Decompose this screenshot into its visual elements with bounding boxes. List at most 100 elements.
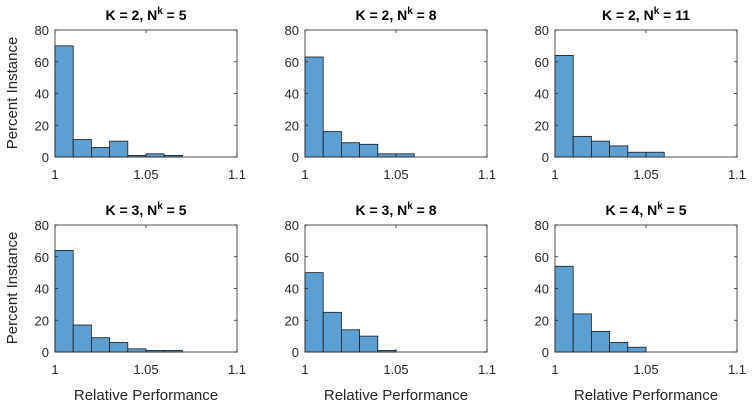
y-tick-label: 0: [42, 345, 49, 360]
histogram-bar: [145, 153, 165, 158]
y-tick-label: 0: [42, 150, 49, 165]
panel-title: K = 3, Nk = 5: [105, 201, 186, 218]
histogram-bar: [359, 143, 379, 158]
histogram-bar: [591, 330, 611, 353]
y-tick-label: 80: [35, 23, 49, 38]
y-tick-label: 40: [35, 282, 49, 297]
histogram-bar: [91, 147, 111, 158]
histogram-panel-3: 0 20 40 60 80 1 1.05 1.1 K = 2, Nk = 11: [535, 6, 747, 182]
histogram-bar: [377, 153, 397, 158]
x-tick-label: 1: [301, 167, 308, 182]
histogram-bar: [109, 342, 129, 353]
histogram-bar: [145, 350, 165, 353]
x-tick-label: 1: [301, 362, 308, 377]
axes-box: [554, 29, 738, 158]
histogram-bar: [554, 265, 574, 353]
y-tick-label: 60: [35, 55, 49, 70]
histogram-bar: [609, 342, 629, 353]
histogram-bar: [322, 131, 342, 158]
y-tick-label: 40: [285, 282, 299, 297]
histogram-bar: [572, 135, 592, 158]
x-tick-label: 1.05: [133, 167, 158, 182]
histogram-bar: [163, 155, 183, 158]
histogram-bar: [72, 139, 92, 158]
histogram-bar: [91, 337, 111, 353]
y-tick-label: 20: [535, 118, 549, 133]
panel-title: K = 4, Nk = 5: [605, 201, 686, 218]
y-tick-label: 40: [285, 87, 299, 102]
y-tick-label: 0: [542, 150, 549, 165]
y-tick-label: 60: [285, 55, 299, 70]
y-tick-label: 20: [285, 313, 299, 328]
y-tick-label: 80: [285, 218, 299, 233]
panel-title: K = 2, Nk = 11: [602, 6, 690, 23]
histogram-bar: [109, 140, 129, 158]
histogram-bar: [609, 145, 629, 158]
panel-title: K = 3, Nk = 8: [355, 201, 436, 218]
histogram-bar: [572, 313, 592, 353]
histogram-bar: [163, 350, 183, 353]
x-axis-label: Relative Performance: [324, 387, 468, 404]
axes-box: [54, 29, 238, 158]
y-tick-label: 40: [535, 87, 549, 102]
x-tick-label: 1.1: [478, 362, 496, 377]
x-tick-label: 1.05: [133, 362, 158, 377]
x-tick-label: 1.1: [728, 362, 746, 377]
histogram-panel-6: 0 20 40 60 80 1 1.05 1.1 K = 4, Nk = 5: [535, 201, 747, 377]
x-tick-label: 1.05: [633, 362, 658, 377]
histogram-bar: [627, 151, 647, 158]
x-tick-label: 1.05: [383, 167, 408, 182]
y-tick-label: 0: [542, 345, 549, 360]
histogram-bar: [127, 348, 147, 353]
x-tick-label: 1.1: [478, 167, 496, 182]
histogram-bar: [304, 56, 324, 158]
histogram-bar: [645, 151, 665, 158]
histogram-bar: [627, 346, 647, 353]
x-axis-label: Relative Performance: [74, 387, 218, 404]
histogram-panel-1: 0 20 40 60 80 1 1.05 1.1 K = 2, Nk = 5: [35, 6, 247, 182]
x-tick-label: 1: [51, 167, 58, 182]
y-axis-label: Percent Instance: [4, 37, 21, 150]
y-tick-label: 60: [285, 250, 299, 265]
panel-title: K = 2, Nk = 5: [105, 6, 186, 23]
y-tick-label: 0: [292, 345, 299, 360]
y-tick-label: 80: [285, 23, 299, 38]
y-tick-label: 20: [35, 118, 49, 133]
y-tick-label: 80: [35, 218, 49, 233]
histogram-panel-4: 0 20 40 60 80 1 1.05 1.1 K = 3, Nk = 5: [35, 201, 247, 377]
y-tick-label: 40: [535, 282, 549, 297]
histogram-bar: [72, 324, 92, 353]
histogram-bar: [54, 249, 74, 353]
y-tick-label: 40: [35, 87, 49, 102]
histogram-bar: [304, 272, 324, 353]
histogram-bar: [322, 311, 342, 353]
histogram-panel-2: 0 20 40 60 80 1 1.05 1.1 K = 2, Nk = 8: [285, 6, 497, 182]
x-tick-label: 1.05: [383, 362, 408, 377]
y-tick-label: 20: [535, 313, 549, 328]
y-tick-label: 80: [535, 218, 549, 233]
x-tick-label: 1: [551, 167, 558, 182]
x-tick-label: 1.05: [633, 167, 658, 182]
histogram-bar: [54, 45, 74, 158]
y-axis-label: Percent Instance: [4, 232, 21, 345]
histogram-bar: [395, 153, 415, 158]
histogram-bar: [591, 140, 611, 158]
histogram-bar: [377, 350, 397, 353]
y-tick-label: 20: [285, 118, 299, 133]
histogram-panel-5: 0 20 40 60 80 1 1.05 1.1 K = 3, Nk = 8: [285, 201, 497, 377]
histogram-bar: [340, 329, 360, 353]
x-tick-label: 1: [51, 362, 58, 377]
x-axis-label: Relative Performance: [574, 387, 718, 404]
x-tick-label: 1: [551, 362, 558, 377]
histogram-bar: [127, 155, 147, 158]
histogram-bar: [554, 55, 574, 158]
y-tick-label: 0: [292, 150, 299, 165]
x-tick-label: 1.1: [228, 362, 246, 377]
y-tick-label: 60: [535, 250, 549, 265]
histogram-bar: [340, 142, 360, 158]
x-tick-label: 1.1: [728, 167, 746, 182]
panel-title: K = 2, Nk = 8: [355, 6, 436, 23]
histogram-bar: [359, 335, 379, 353]
x-tick-label: 1.1: [228, 167, 246, 182]
